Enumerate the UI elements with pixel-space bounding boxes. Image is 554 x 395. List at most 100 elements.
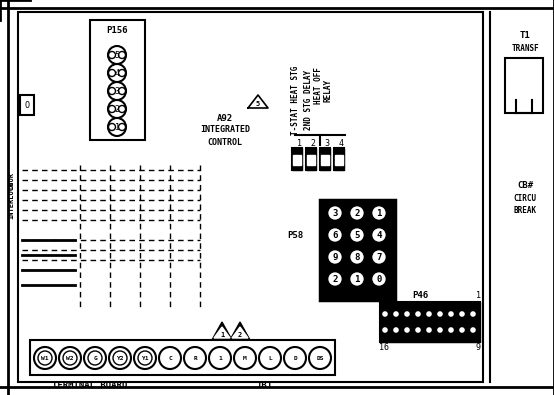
Circle shape bbox=[348, 204, 366, 222]
Circle shape bbox=[382, 310, 388, 318]
Circle shape bbox=[403, 327, 411, 333]
Text: INTERLOCK: INTERLOCK bbox=[8, 181, 14, 219]
Circle shape bbox=[348, 270, 366, 288]
Text: 2: 2 bbox=[115, 105, 120, 113]
Circle shape bbox=[468, 309, 478, 319]
Circle shape bbox=[109, 51, 115, 58]
Circle shape bbox=[372, 205, 387, 220]
Circle shape bbox=[370, 226, 388, 244]
Text: INTEGRATED: INTEGRATED bbox=[200, 126, 250, 135]
Circle shape bbox=[108, 82, 126, 100]
Bar bbox=[307, 155, 315, 165]
Circle shape bbox=[370, 204, 388, 222]
Bar bbox=[334, 148, 344, 170]
Circle shape bbox=[119, 70, 126, 77]
Circle shape bbox=[370, 248, 388, 266]
Text: TERMINAL BOARD: TERMINAL BOARD bbox=[53, 380, 127, 389]
Circle shape bbox=[469, 327, 476, 333]
Circle shape bbox=[234, 347, 256, 369]
Text: DS: DS bbox=[316, 356, 324, 361]
Text: P58: P58 bbox=[287, 231, 303, 239]
Text: Y1: Y1 bbox=[141, 356, 149, 361]
Text: 6: 6 bbox=[332, 231, 338, 239]
Polygon shape bbox=[248, 95, 268, 108]
Circle shape bbox=[209, 347, 231, 369]
Text: O: O bbox=[24, 100, 29, 109]
Circle shape bbox=[459, 310, 465, 318]
Text: P46: P46 bbox=[412, 292, 428, 301]
Text: 5: 5 bbox=[355, 231, 360, 239]
Text: W2: W2 bbox=[66, 356, 74, 361]
Circle shape bbox=[403, 310, 411, 318]
Circle shape bbox=[119, 51, 126, 58]
Text: 2ND STG DELAY: 2ND STG DELAY bbox=[304, 70, 312, 130]
Circle shape bbox=[84, 347, 106, 369]
Circle shape bbox=[380, 325, 390, 335]
Circle shape bbox=[425, 327, 433, 333]
Circle shape bbox=[424, 325, 434, 335]
Circle shape bbox=[38, 351, 52, 365]
Text: 2: 2 bbox=[355, 209, 360, 218]
Bar bbox=[292, 148, 302, 170]
Bar bbox=[505, 58, 543, 113]
Text: CB#: CB# bbox=[517, 181, 533, 190]
Text: DOOR: DOOR bbox=[8, 171, 14, 188]
Circle shape bbox=[34, 347, 56, 369]
Circle shape bbox=[468, 309, 478, 319]
Circle shape bbox=[424, 309, 434, 319]
Polygon shape bbox=[230, 322, 250, 340]
Circle shape bbox=[108, 118, 126, 136]
Circle shape bbox=[435, 325, 445, 335]
Text: 1: 1 bbox=[218, 356, 222, 361]
Circle shape bbox=[372, 271, 387, 286]
Circle shape bbox=[392, 327, 399, 333]
Circle shape bbox=[59, 347, 81, 369]
Text: 16: 16 bbox=[379, 344, 389, 352]
Text: 3: 3 bbox=[332, 209, 338, 218]
Circle shape bbox=[414, 310, 422, 318]
Text: BREAK: BREAK bbox=[514, 205, 537, 214]
Circle shape bbox=[457, 325, 467, 335]
Circle shape bbox=[424, 325, 434, 335]
Bar bbox=[380, 302, 480, 342]
Circle shape bbox=[380, 309, 390, 319]
Bar bbox=[335, 155, 343, 165]
Text: CIRCU: CIRCU bbox=[514, 194, 537, 203]
Circle shape bbox=[446, 309, 456, 319]
Circle shape bbox=[413, 309, 423, 319]
Circle shape bbox=[380, 325, 390, 335]
Circle shape bbox=[348, 270, 366, 288]
Circle shape bbox=[108, 46, 126, 64]
Circle shape bbox=[326, 226, 344, 244]
Bar bbox=[90, 20, 145, 140]
Bar bbox=[18, 12, 483, 382]
Bar bbox=[320, 200, 395, 300]
Circle shape bbox=[109, 124, 115, 130]
Circle shape bbox=[138, 351, 152, 365]
Circle shape bbox=[108, 64, 126, 82]
Bar bbox=[320, 148, 330, 170]
Circle shape bbox=[457, 325, 467, 335]
Text: TRANSF: TRANSF bbox=[511, 43, 539, 53]
Text: 7: 7 bbox=[376, 252, 382, 261]
Text: 1: 1 bbox=[220, 332, 224, 338]
Text: 4: 4 bbox=[115, 68, 120, 77]
Circle shape bbox=[326, 248, 344, 266]
Text: 9: 9 bbox=[332, 252, 338, 261]
Polygon shape bbox=[232, 327, 248, 338]
Circle shape bbox=[424, 309, 434, 319]
Circle shape bbox=[446, 325, 456, 335]
Bar bbox=[321, 155, 329, 165]
Text: P156: P156 bbox=[106, 26, 128, 34]
Circle shape bbox=[437, 310, 444, 318]
Bar bbox=[334, 148, 344, 170]
Text: 3: 3 bbox=[325, 139, 330, 147]
Circle shape bbox=[259, 347, 281, 369]
Circle shape bbox=[108, 100, 126, 118]
Circle shape bbox=[134, 347, 156, 369]
Circle shape bbox=[109, 105, 115, 113]
Circle shape bbox=[326, 270, 344, 288]
Circle shape bbox=[469, 310, 476, 318]
Text: T-STAT HEAT STG: T-STAT HEAT STG bbox=[290, 65, 300, 135]
Text: Y2: Y2 bbox=[116, 356, 124, 361]
